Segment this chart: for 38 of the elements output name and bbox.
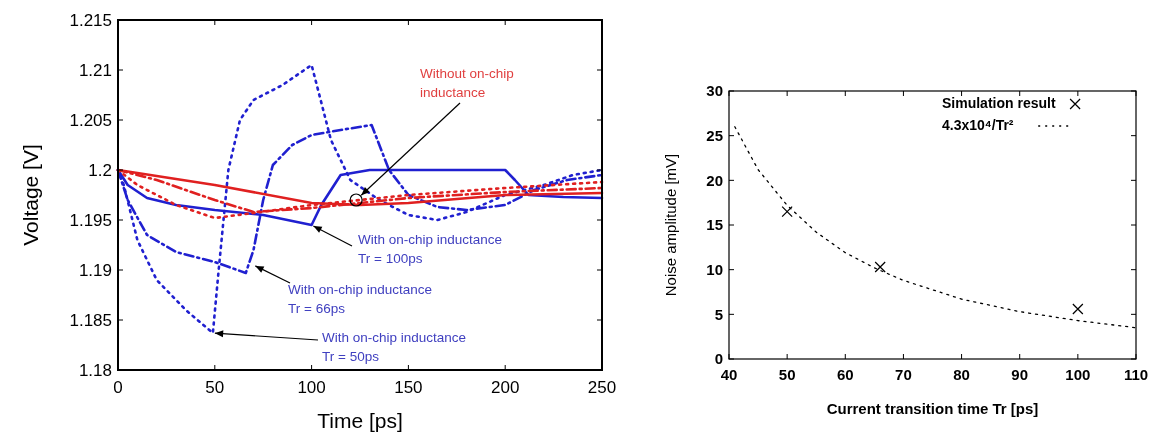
annotation: With on-chip inductance Tr = 50ps (322, 330, 467, 364)
x-tick-label: 80 (953, 366, 970, 383)
x-tick-label: 150 (394, 378, 423, 397)
y-tick-label: 30 (706, 82, 723, 100)
x-tick-label: 100 (1065, 366, 1091, 383)
annotation: With on-chip inductance Tr = 100ps (358, 232, 503, 266)
y-tick-label: 15 (706, 216, 723, 234)
x-tick-label: 250 (587, 378, 617, 397)
y-tick-label: 1.195 (69, 210, 112, 230)
y-tick-label: 0 (714, 350, 723, 368)
x-tick-label: 200 (491, 378, 520, 397)
y-tick-label: 1.19 (78, 260, 112, 280)
y-tick-label: 1.205 (69, 110, 112, 130)
y-tick-label: 25 (706, 126, 723, 144)
y-tick-label: 1.2 (88, 160, 112, 180)
legend-label: Simulation result (942, 95, 1056, 111)
x-tick-label: 100 (297, 378, 326, 397)
y-tick-label: 5 (714, 305, 723, 323)
x-tick-label: 110 (1123, 366, 1149, 383)
y-axis-title: Noise amplitude [mV] (662, 153, 679, 297)
x-axis-title: Time [ps] (317, 409, 403, 432)
legend-label: 4.3x10⁴/Tr² (942, 117, 1014, 133)
y-tick-label: 1.21 (78, 60, 112, 80)
y-axis-title: Voltage [V] (19, 144, 42, 246)
x-tick-label: 60 (836, 366, 854, 383)
annotation: Without on-chip inductance (420, 66, 514, 100)
y-tick-label: 10 (706, 260, 723, 278)
x-tick-label: 50 (205, 378, 225, 397)
y-tick-label: 20 (706, 171, 723, 189)
y-tick-label: 1.215 (69, 10, 112, 30)
y-tick-label: 1.185 (69, 310, 112, 330)
x-axis-title: Current transition time Tr [ps] (826, 400, 1039, 417)
y-tick-label: 1.18 (78, 360, 112, 380)
x-tick-label: 70 (895, 366, 912, 383)
x-tick-label: 50 (778, 366, 796, 383)
x-tick-label: 90 (1011, 366, 1029, 383)
x-tick-label: 40 (720, 366, 738, 383)
annotation: With on-chip inductance Tr = 66ps (288, 282, 433, 316)
